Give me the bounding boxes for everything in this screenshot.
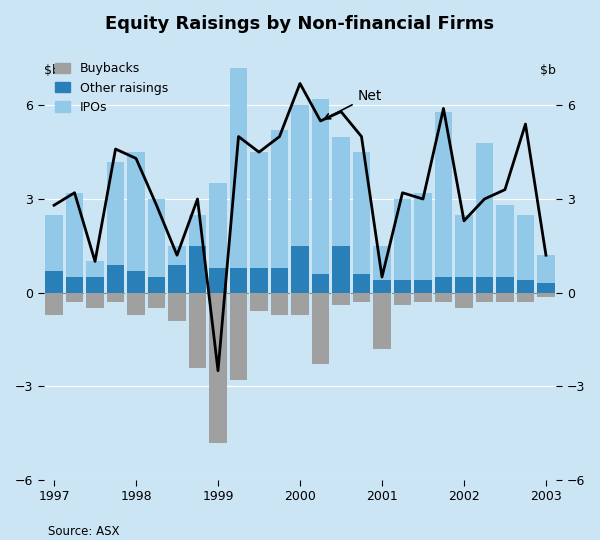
Bar: [86, 261, 104, 293]
Bar: [250, 268, 268, 293]
Bar: [312, 99, 329, 293]
Bar: [46, 293, 63, 314]
Bar: [86, 277, 104, 293]
Bar: [271, 293, 288, 314]
Bar: [537, 255, 554, 293]
Bar: [455, 277, 473, 293]
Bar: [435, 293, 452, 302]
Bar: [66, 293, 83, 302]
Text: Net: Net: [325, 89, 382, 119]
Bar: [312, 293, 329, 364]
Bar: [148, 277, 165, 293]
Bar: [496, 205, 514, 293]
Bar: [394, 293, 411, 305]
Bar: [414, 293, 431, 302]
Bar: [455, 214, 473, 293]
Text: $b: $b: [44, 64, 59, 77]
Bar: [127, 152, 145, 293]
Bar: [332, 293, 350, 305]
Bar: [271, 268, 288, 293]
Bar: [148, 199, 165, 293]
Bar: [476, 277, 493, 293]
Bar: [66, 193, 83, 293]
Bar: [517, 280, 534, 293]
Bar: [435, 112, 452, 293]
Bar: [291, 293, 309, 314]
Bar: [537, 293, 554, 298]
Bar: [148, 293, 165, 308]
Bar: [312, 274, 329, 293]
Bar: [86, 293, 104, 308]
Bar: [394, 199, 411, 293]
Bar: [230, 68, 247, 293]
Bar: [353, 293, 370, 302]
Bar: [496, 293, 514, 302]
Text: Source: ASX: Source: ASX: [48, 524, 119, 538]
Bar: [414, 193, 431, 293]
Bar: [291, 105, 309, 293]
Bar: [127, 293, 145, 314]
Bar: [107, 161, 124, 293]
Bar: [127, 271, 145, 293]
Bar: [332, 246, 350, 293]
Bar: [455, 293, 473, 308]
Bar: [209, 268, 227, 293]
Bar: [271, 130, 288, 293]
Bar: [250, 293, 268, 312]
Bar: [250, 152, 268, 293]
Bar: [496, 277, 514, 293]
Bar: [414, 280, 431, 293]
Bar: [394, 280, 411, 293]
Bar: [169, 265, 186, 293]
Bar: [169, 246, 186, 293]
Bar: [209, 184, 227, 293]
Bar: [107, 265, 124, 293]
Bar: [46, 271, 63, 293]
Text: $b: $b: [541, 64, 556, 77]
Bar: [189, 214, 206, 293]
Bar: [517, 214, 534, 293]
Bar: [332, 137, 350, 293]
Bar: [291, 246, 309, 293]
Bar: [373, 246, 391, 293]
Bar: [476, 293, 493, 302]
Bar: [373, 293, 391, 349]
Bar: [537, 284, 554, 293]
Bar: [46, 214, 63, 293]
Bar: [189, 246, 206, 293]
Bar: [209, 293, 227, 442]
Bar: [517, 293, 534, 302]
Bar: [107, 293, 124, 302]
Bar: [476, 143, 493, 293]
Bar: [353, 274, 370, 293]
Bar: [230, 268, 247, 293]
Bar: [189, 293, 206, 368]
Bar: [373, 280, 391, 293]
Bar: [353, 152, 370, 293]
Bar: [230, 293, 247, 380]
Legend: Buybacks, Other raisings, IPOs: Buybacks, Other raisings, IPOs: [55, 62, 169, 114]
Title: Equity Raisings by Non-financial Firms: Equity Raisings by Non-financial Firms: [106, 15, 494, 33]
Bar: [435, 277, 452, 293]
Bar: [66, 277, 83, 293]
Bar: [169, 293, 186, 321]
